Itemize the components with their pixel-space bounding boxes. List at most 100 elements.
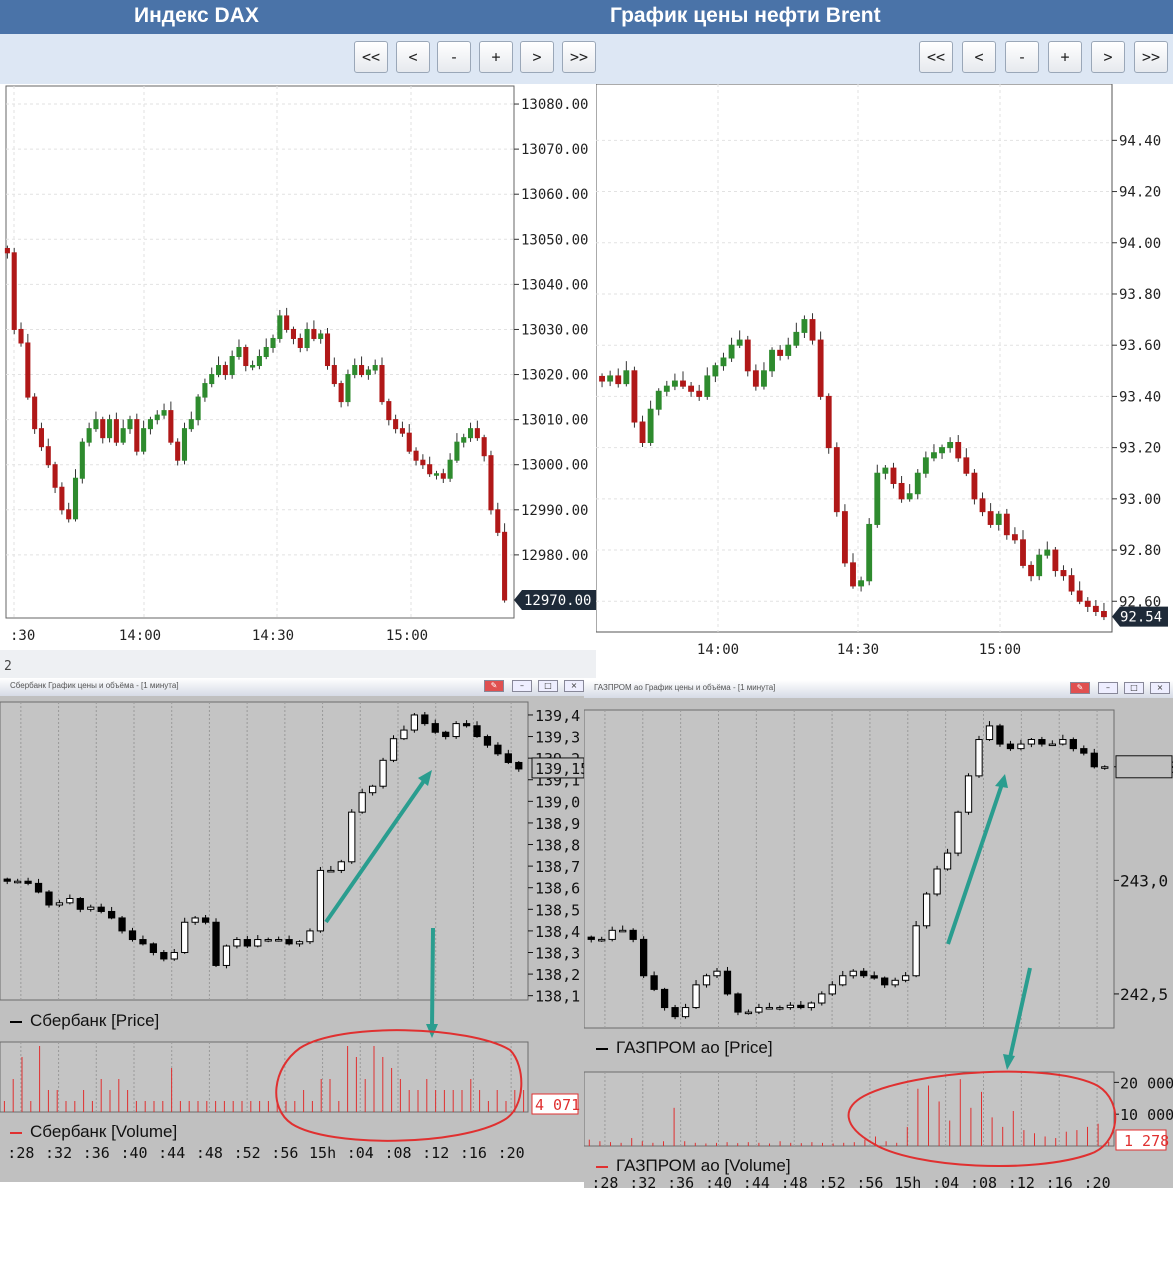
- sber-candle: [14, 880, 22, 884]
- brent-candle: [987, 511, 994, 525]
- brent-nav-next-button[interactable]: >: [1091, 41, 1125, 73]
- dax-y-tick-label: 13050.00: [521, 232, 588, 248]
- sber-close-button[interactable]: ×: [564, 680, 584, 692]
- gazp-candle: [807, 1002, 815, 1009]
- sber-chart[interactable]: :28:32:36:40:44:48:52:56 15h:04:08:12:16:…: [0, 696, 584, 1182]
- brent-nav-first-button[interactable]: <<: [919, 41, 953, 73]
- sber-pin-button[interactable]: ✎: [484, 680, 504, 692]
- sber-candle: [170, 951, 178, 960]
- dax-candle: [222, 365, 228, 376]
- brent-candle: [639, 421, 646, 444]
- gazp-window-title: ГАЗПРОМ ао График цены и объёма - [1 мин…: [594, 683, 776, 692]
- dax-candle: [311, 328, 317, 339]
- gazp-close-button[interactable]: ×: [1150, 682, 1170, 694]
- brent-candle: [647, 408, 654, 444]
- dax-candle: [427, 464, 433, 475]
- brent-candle: [955, 442, 962, 459]
- sber-candle: [504, 753, 512, 763]
- sber-candle: [87, 906, 95, 910]
- brent-nav-last-button[interactable]: >>: [1134, 41, 1168, 73]
- dax-chart[interactable]: 13080.00 13070.00 13060.00 13050.00 13040.00…: [0, 84, 596, 678]
- gazp-maximize-button[interactable]: □: [1124, 682, 1144, 694]
- dax-title-bar: Индекс DAX: [0, 0, 596, 34]
- dax-nav-next-button[interactable]: >: [520, 41, 554, 73]
- gazp-candle: [744, 1011, 753, 1015]
- brent-zoom-in-button[interactable]: +: [1048, 41, 1082, 73]
- sber-y-tick-label: 138,4: [535, 923, 580, 941]
- gazp-window-titlebar[interactable]: ГАЗПРОМ ао График цены и объёма - [1 мин…: [584, 680, 1173, 699]
- dax-candle: [386, 401, 392, 421]
- dax-y-tick-label: 13010.00: [521, 413, 588, 429]
- brent-nav-prev-button[interactable]: <: [962, 41, 996, 73]
- dax-nav-last-button[interactable]: >>: [562, 41, 596, 73]
- sber-candle: [160, 951, 168, 960]
- brent-last-price-label: 92.54: [1120, 610, 1162, 626]
- brent-candle: [898, 482, 905, 500]
- dax-candle: [365, 369, 371, 376]
- sber-maximize-button[interactable]: □: [538, 680, 558, 692]
- brent-chart[interactable]: 94.40 94.20 94.00 93.80 93.60 93.40 93.20 93.00…: [596, 84, 1173, 680]
- gazp-x-tick-label: :04: [932, 1174, 959, 1188]
- sber-candle: [327, 869, 335, 873]
- gazp-candle: [734, 993, 742, 1013]
- brent-candle: [688, 385, 695, 392]
- sber-candle: [515, 761, 523, 770]
- brent-candle: [939, 447, 945, 454]
- sber-candle: [97, 906, 105, 912]
- dax-candle: [359, 365, 365, 376]
- gazp-chart[interactable]: :28:32:36:40:44:48:52:56 15h:04:08:12:16:…: [584, 698, 1173, 1188]
- sber-window-titlebar[interactable]: Сбербанк График цены и объёма - [1 минут…: [0, 678, 584, 697]
- gazp-x-tick-label: :32: [629, 1174, 656, 1188]
- dax-nav-prev-button[interactable]: <: [396, 41, 430, 73]
- dax-last-price-label: 12970.00: [524, 593, 591, 609]
- gazp-candle: [776, 1007, 784, 1010]
- brent-candle: [728, 344, 735, 359]
- dax-zoom-out-button[interactable]: -: [437, 41, 471, 73]
- brent-candle: [963, 457, 970, 474]
- sber-volume-last-box: [531, 1093, 579, 1115]
- dax-candle: [11, 252, 17, 330]
- gazp-pin-button[interactable]: ✎: [1070, 682, 1090, 694]
- sber-minimize-button[interactable]: –: [512, 680, 532, 692]
- gazp-candle: [713, 970, 721, 977]
- brent-title-bar: График цены нефти Brent: [596, 0, 1173, 34]
- dax-y-tick-label: 13070.00: [521, 142, 588, 158]
- gazp-candle: [723, 970, 732, 995]
- gazp-candle: [933, 868, 941, 895]
- brent-zoom-out-button[interactable]: -: [1005, 41, 1039, 73]
- gazp-candle: [954, 811, 962, 854]
- dax-zoom-in-button[interactable]: +: [479, 41, 513, 73]
- gazp-candle: [786, 1004, 795, 1009]
- dax-candle: [440, 473, 446, 479]
- dax-nav-first-button[interactable]: <<: [354, 41, 388, 73]
- sber-x-tick-label: :56: [271, 1144, 298, 1162]
- brent-candle: [1052, 549, 1059, 572]
- dax-candle: [297, 337, 303, 348]
- brent-candle: [744, 339, 751, 372]
- brent-candle: [1060, 570, 1067, 577]
- brent-candle: [671, 380, 678, 387]
- gazp-vol-tick-label: 20 000: [1120, 1074, 1173, 1092]
- sber-candle: [410, 714, 419, 731]
- brent-candle: [1101, 611, 1107, 618]
- gazp-candle: [996, 725, 1004, 745]
- gazp-minimize-button[interactable]: –: [1098, 682, 1118, 694]
- brent-plot-area: [596, 84, 1113, 633]
- brent-candle: [777, 349, 784, 356]
- sber-y-tick-label: 139,4: [535, 707, 580, 725]
- gazp-candle: [650, 975, 658, 990]
- gazp-x-tick-label: :48: [781, 1174, 808, 1188]
- brent-candle: [769, 349, 775, 372]
- dax-candle: [202, 383, 208, 398]
- gazp-x-tick-label: :52: [819, 1174, 846, 1188]
- brent-candle: [623, 370, 630, 385]
- sber-volume-arrow: [430, 927, 435, 1029]
- brent-candle: [680, 380, 686, 387]
- gazp-candle: [702, 975, 711, 986]
- dax-candle: [399, 428, 405, 434]
- brent-candle: [841, 511, 848, 564]
- dax-candle: [93, 419, 99, 430]
- sber-candle: [3, 878, 11, 882]
- gazp-trend-arrow: [946, 783, 1004, 945]
- brent-x-tick-label: 14:00: [697, 642, 739, 658]
